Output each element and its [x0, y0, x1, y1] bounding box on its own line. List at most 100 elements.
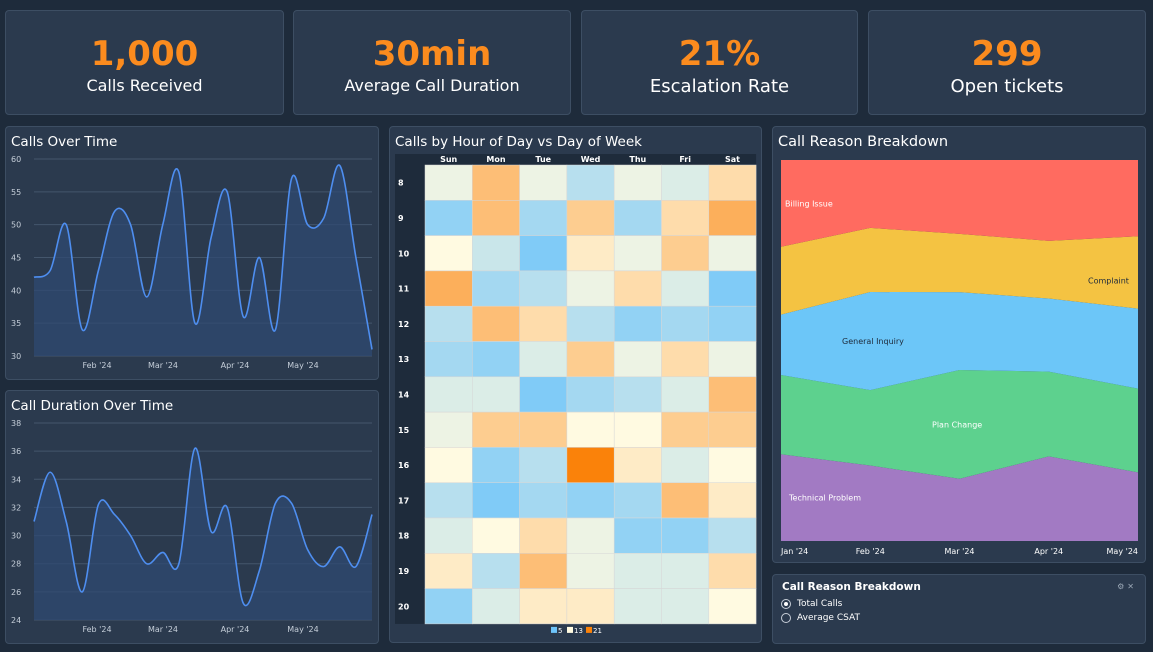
heatmap-cell	[613, 411, 662, 448]
heatmap-cell	[661, 588, 710, 625]
heatmap-cell	[472, 376, 520, 413]
heatmap-cell	[566, 235, 615, 272]
radio-button[interactable]	[781, 613, 791, 623]
heatmap-cell	[708, 553, 757, 589]
heatmap-cell	[472, 588, 520, 625]
heatmap-cell	[519, 482, 568, 519]
y-tick-label: 35	[11, 319, 21, 328]
column-label: Sat	[725, 155, 740, 164]
heatmap-cell	[472, 517, 520, 554]
gear-icon[interactable]: ⚙	[1117, 582, 1128, 591]
kpi-card-open-tickets: 299 Open tickets	[868, 10, 1146, 115]
row-label: 18	[398, 532, 410, 541]
heatmap-cell	[472, 200, 520, 236]
area-series	[781, 292, 1138, 391]
call-reason-panel: Call Reason Breakdown Billing Issue Compl…	[772, 126, 1146, 563]
area-label: General Inquiry	[842, 337, 904, 346]
column-label: Thu	[629, 155, 646, 164]
kpi-card-average-call-duration: 30min Average Call Duration	[293, 10, 571, 115]
heatmap-cell	[472, 164, 520, 201]
y-tick-label: 26	[11, 588, 21, 597]
heatmap-cell	[519, 235, 568, 272]
area-label: Billing Issue	[785, 199, 833, 208]
row-label: 13	[398, 355, 409, 364]
heatmap-cell	[708, 305, 757, 342]
call-duration-chart: 24 26 28 30 32 34 36 38 Feb '24 Mar '24 Apr '24 May…	[11, 419, 373, 634]
heatmap-cell	[519, 164, 568, 201]
heatmap-cell	[472, 482, 520, 519]
heatmap-cell	[519, 447, 568, 483]
radio-average-csat[interactable]: Average CSAT	[781, 613, 860, 623]
kpi-label: Open tickets	[950, 76, 1064, 97]
heatmap-chart: Sun Mon Tue Wed Thu Fri Sat 8 9 10 11 12 13 14 15 16 17 1…	[395, 154, 757, 635]
heatmap-cell	[424, 305, 473, 342]
column-label: Sun	[440, 155, 457, 164]
kpi-value: 21%	[678, 34, 761, 74]
heatmap-cell	[613, 588, 662, 625]
radio-label: Total Calls	[797, 599, 843, 609]
legend-swatch	[567, 626, 573, 633]
heatmap-cell	[708, 517, 757, 554]
calls-over-time-chart: 30 35 40 45 50 55 60 Feb '24 Mar '24 Apr '24 May '…	[11, 155, 373, 370]
close-icon[interactable]: ✕	[1127, 582, 1137, 591]
heatmap-cell	[613, 482, 662, 519]
heatmap-cell	[472, 270, 520, 307]
heatmap-cell	[613, 517, 662, 554]
controls-title: Call Reason Breakdown	[782, 581, 921, 593]
panel-title: Call Reason Breakdown	[778, 134, 949, 150]
heatmap-cell	[472, 235, 520, 272]
heatmap-cell	[424, 200, 473, 236]
call-duration-panel: Call Duration Over Time 24 26 28 30 32 34 36 38…	[5, 390, 379, 644]
heatmap-cell	[613, 553, 662, 589]
kpi-label: Calls Received	[86, 76, 203, 95]
heatmap-cell	[566, 164, 615, 201]
y-tick-label: 55	[11, 188, 21, 197]
y-tick-label: 30	[11, 532, 21, 541]
heatmap-cell	[424, 588, 473, 625]
radio-label: Average CSAT	[797, 613, 860, 623]
x-tick-label: Jan '24	[780, 547, 808, 556]
x-tick-label: Mar '24	[944, 547, 974, 556]
kpi-label: Escalation Rate	[649, 76, 790, 97]
heatmap-cell	[661, 411, 710, 448]
heatmap-cell	[424, 517, 473, 554]
y-tick-label: 32	[11, 503, 21, 512]
heatmap-cell	[613, 235, 662, 272]
heatmap-cell	[661, 341, 710, 378]
column-label: Tue	[535, 155, 551, 164]
x-tick-label: May '24	[1107, 547, 1138, 556]
heatmap-cell	[519, 517, 568, 554]
heatmap-cell	[424, 411, 473, 448]
calls-over-time-panel: Calls Over Time 30 35 40 45 50 55 60 Feb '24 Mar…	[5, 126, 379, 380]
heatmap-cell	[661, 305, 710, 342]
kpi-value: 30min	[372, 34, 492, 74]
heatmap-cell	[708, 447, 757, 483]
radio-button[interactable]	[781, 599, 791, 609]
legend-label: 21	[593, 627, 602, 635]
radio-total-calls[interactable]: Total Calls	[781, 599, 842, 609]
heatmap-cell	[566, 376, 615, 413]
panel-title: Call Duration Over Time	[11, 398, 174, 414]
column-label: Fri	[679, 155, 691, 164]
heatmap-cell	[424, 447, 473, 483]
row-label: 19	[398, 567, 410, 576]
area-fill	[34, 164, 372, 356]
legend-label: 5	[558, 627, 562, 635]
row-label: 20	[398, 602, 410, 611]
area-series	[781, 369, 1138, 479]
heatmap-cell	[519, 200, 568, 236]
panel-title: Calls by Hour of Day vs Day of Week	[395, 134, 642, 150]
heatmap-cell	[566, 411, 615, 448]
heatmap-cell	[424, 553, 473, 589]
heatmap-cell	[472, 305, 520, 342]
heatmap-cell	[566, 341, 615, 378]
heatmap-cell	[708, 482, 757, 519]
heatmap-cell	[424, 270, 473, 307]
heatmap-cell	[424, 376, 473, 413]
y-tick-label: 36	[11, 447, 21, 456]
heatmap-cell	[519, 270, 568, 307]
call-reason-chart: Billing Issue Complaint General Inquiry Pla…	[780, 160, 1138, 556]
heatmap-cell	[519, 305, 568, 342]
column-label: Wed	[581, 155, 601, 164]
y-tick-label: 30	[11, 352, 21, 361]
